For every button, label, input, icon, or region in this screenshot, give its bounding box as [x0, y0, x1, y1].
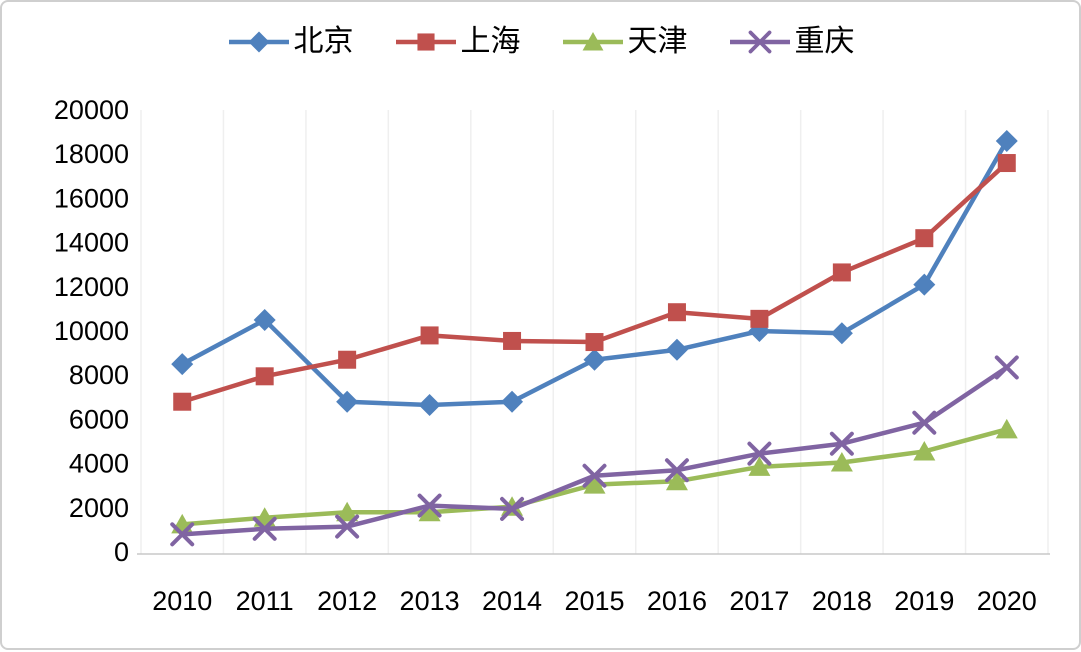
square-marker-icon: [255, 367, 274, 386]
x-marker-icon: [829, 431, 854, 456]
triangle-marker-icon: [830, 451, 853, 472]
diamond-marker-icon: [830, 322, 853, 345]
diamond-marker-icon: [253, 308, 276, 331]
x-marker-icon: [582, 463, 607, 488]
legend-item-triangle: 天津: [561, 26, 688, 58]
legend-item-x: 重庆: [728, 26, 855, 58]
y-axis-tick-label: 14000: [54, 228, 129, 258]
diamond-marker-icon: [665, 338, 688, 361]
diamond-marker-icon: [336, 390, 359, 413]
square-marker-icon: [503, 331, 522, 350]
triangle-marker-icon: [418, 501, 441, 522]
x-axis-tick-label: 2017: [729, 586, 789, 616]
legend-item-square: 上海: [394, 26, 521, 58]
chart-legend: 北京 上海 天津 重庆: [2, 26, 1079, 58]
legend-label: 北京: [293, 25, 354, 58]
triangle-marker-icon: [748, 456, 771, 476]
y-axis-tick-label: 18000: [54, 139, 129, 169]
x-axis-tick-label: 2019: [894, 586, 954, 616]
y-axis-tick-label: 4000: [69, 449, 129, 479]
x-marker-icon: [994, 355, 1019, 380]
square-marker-icon: [915, 229, 934, 248]
x-axis-tick-label: 2020: [977, 586, 1037, 616]
triangle-marker-icon: [995, 418, 1018, 439]
legend-item-diamond: 北京: [227, 26, 354, 58]
y-axis-tick-label: 16000: [54, 183, 129, 213]
triangle-marker-icon: [665, 470, 688, 491]
square-marker-icon: [997, 154, 1016, 173]
x-axis-tick-label: 2018: [812, 586, 872, 616]
square-marker-icon: [667, 303, 686, 322]
diamond-marker-icon: [418, 394, 441, 417]
x-axis-tick-label: 2010: [152, 586, 212, 616]
triangle-marker-icon: [583, 474, 606, 494]
diamond-marker-icon: [913, 273, 936, 296]
triangle-marker-icon: [582, 32, 603, 51]
diamond-marker-icon: [171, 353, 194, 376]
y-axis-tick-label: 8000: [69, 360, 129, 390]
x-axis-tick-label: 2014: [482, 586, 542, 616]
x-axis-tick-label: 2016: [647, 586, 707, 616]
triangle-marker-icon: [913, 440, 936, 461]
legend-swatch-diamond: [228, 31, 289, 53]
legend-swatch-triangle: [562, 32, 623, 51]
square-marker-icon: [832, 263, 851, 282]
y-axis-tick-label: 6000: [69, 404, 129, 434]
square-marker-icon: [338, 350, 357, 369]
diamond-marker-icon: [995, 129, 1018, 152]
legend-label: 上海: [460, 25, 521, 58]
legend-swatch-square: [395, 33, 456, 51]
x-marker-icon: [912, 410, 937, 435]
square-marker-icon: [420, 326, 439, 345]
x-axis-tick-label: 2015: [564, 586, 624, 616]
y-axis-tick-label: 0: [114, 537, 129, 567]
diamond-marker-icon: [583, 348, 606, 371]
x-marker-icon: [335, 514, 360, 539]
legend-swatch-x: [729, 30, 790, 54]
square-marker-icon: [416, 33, 435, 51]
x-marker-icon: [252, 516, 277, 541]
x-marker-icon: [500, 496, 525, 521]
x-axis-tick-label: 2012: [317, 586, 377, 616]
square-marker-icon: [750, 309, 769, 328]
x-marker-icon: [664, 458, 689, 483]
x-marker-icon: [748, 30, 771, 54]
legend-label: 天津: [627, 25, 688, 58]
diamond-marker-icon: [248, 31, 269, 53]
y-axis-tick-label: 10000: [54, 316, 129, 346]
y-axis-tick-label: 20000: [54, 95, 129, 125]
x-marker-icon: [747, 441, 772, 466]
x-marker-icon: [170, 522, 195, 547]
legend-label: 重庆: [794, 25, 855, 58]
square-marker-icon: [585, 333, 604, 352]
y-axis-tick-label: 12000: [54, 272, 129, 302]
diamond-marker-icon: [501, 390, 524, 413]
x-axis-tick-label: 2013: [400, 586, 460, 616]
x-axis-tick-label: 2011: [236, 586, 294, 616]
y-axis-tick-label: 2000: [69, 493, 129, 523]
triangle-marker-icon: [336, 501, 359, 522]
square-marker-icon: [173, 392, 192, 411]
x-marker-icon: [417, 493, 442, 518]
